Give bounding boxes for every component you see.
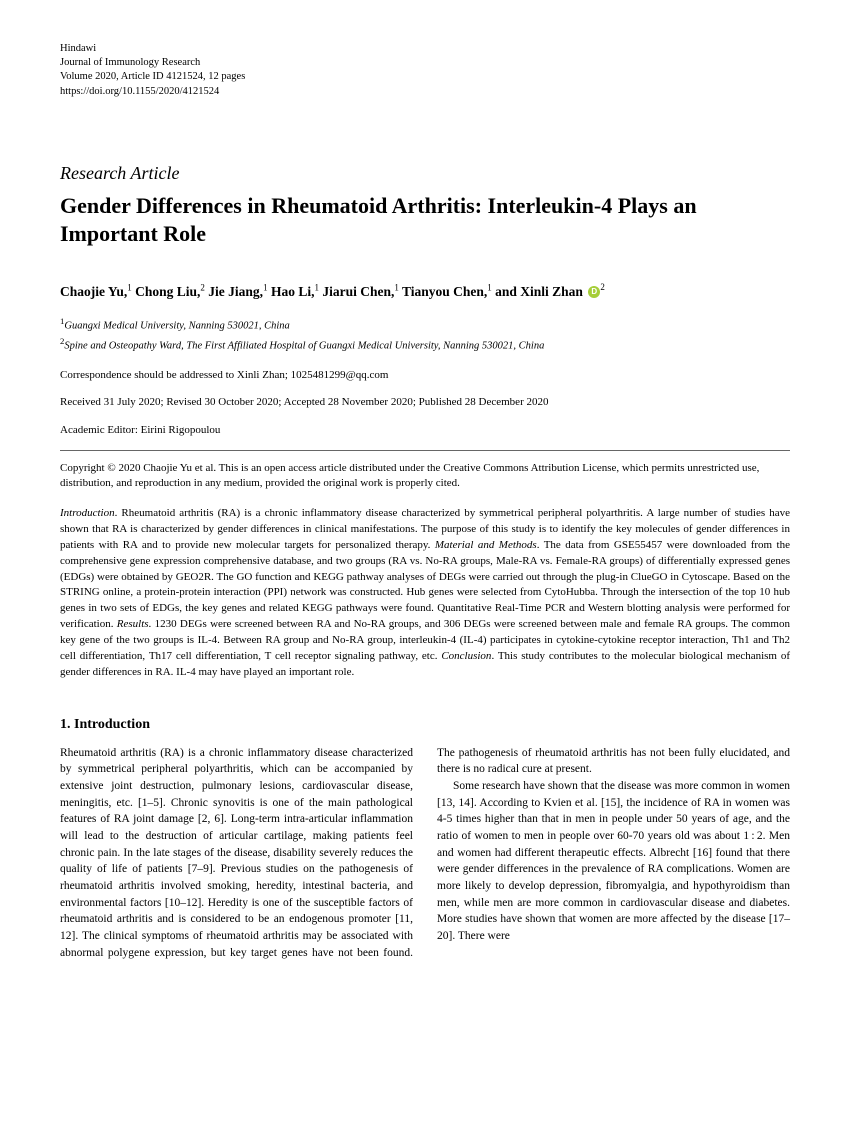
- body-columns: Rheumatoid arthritis (RA) is a chronic i…: [60, 745, 790, 962]
- article-title: Gender Differences in Rheumatoid Arthrit…: [60, 192, 790, 249]
- affiliations: 1Guangxi Medical University, Nanning 530…: [60, 315, 790, 353]
- abstract-intro-head: Introduction: [60, 507, 115, 519]
- orcid-icon[interactable]: [588, 286, 600, 298]
- divider: [60, 450, 790, 451]
- volume-line: Volume 2020, Article ID 4121524, 12 page…: [60, 70, 790, 84]
- doi-link[interactable]: https://doi.org/10.1155/2020/4121524: [60, 85, 790, 99]
- journal-header: Hindawi Journal of Immunology Research V…: [60, 42, 790, 99]
- academic-editor: Academic Editor: Eirini Rigopoulou: [60, 423, 790, 438]
- affiliation-1: Guangxi Medical University, Nanning 5300…: [64, 321, 289, 332]
- publisher: Hindawi: [60, 42, 790, 56]
- abstract-results-head: Results: [117, 618, 149, 630]
- correspondence: Correspondence should be addressed to Xi…: [60, 368, 790, 383]
- affiliation-2: Spine and Osteopathy Ward, The First Aff…: [64, 340, 544, 351]
- journal-name: Journal of Immunology Research: [60, 56, 790, 70]
- author-list: Chaojie Yu,1 Chong Liu,2 Jie Jiang,1 Hao…: [60, 281, 790, 301]
- dates: Received 31 July 2020; Revised 30 Octobe…: [60, 395, 790, 410]
- article-type: Research Article: [60, 161, 790, 186]
- abstract-methods-head: Material and Methods: [435, 539, 537, 551]
- abstract-conclusion-head: Conclusion: [441, 650, 491, 662]
- abstract: Introduction. Rheumatoid arthritis (RA) …: [60, 506, 790, 681]
- author-affil-sup: 2: [600, 282, 605, 292]
- body-p2: Some research have shown that the diseas…: [437, 778, 790, 945]
- copyright: Copyright © 2020 Chaojie Yu et al. This …: [60, 461, 790, 492]
- section-1-title: 1. Introduction: [60, 715, 790, 735]
- abstract-methods-text: . The data from GSE55457 were downloaded…: [60, 539, 790, 631]
